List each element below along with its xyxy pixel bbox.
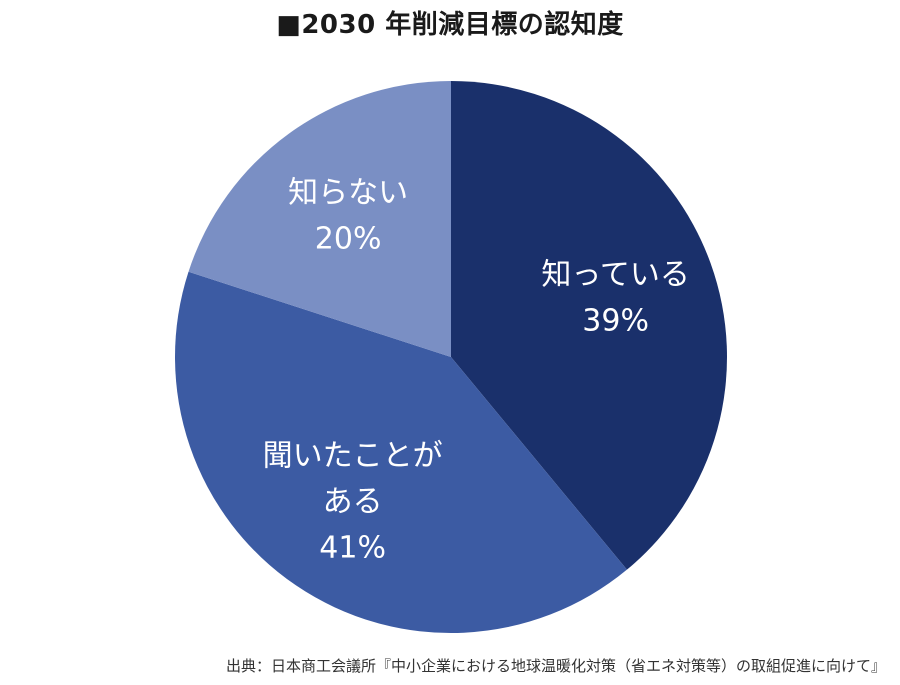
slice-percent: 20% — [315, 221, 382, 256]
pie-slice-0 — [451, 81, 727, 570]
slice-label-line: 知らない — [288, 175, 408, 210]
slice-label-line: 知っている — [541, 257, 690, 292]
pie-slice-label-0: 知っている 39% — [541, 257, 690, 338]
slice-percent: 39% — [582, 303, 649, 338]
pie-slice-2 — [188, 81, 451, 357]
pie-slice-label-2: 知らない 20% — [288, 175, 408, 256]
slice-label-line: ある — [323, 484, 383, 519]
slice-label-line: 聞いたことが — [263, 438, 443, 473]
pie-slice-label-1: 聞いたことがある 41% — [263, 438, 443, 565]
pie-slices — [175, 81, 727, 634]
pie-slice-1 — [175, 271, 627, 634]
chart-title: ■2030 年削減目標の認知度 — [276, 10, 624, 40]
slice-percent: 41% — [319, 530, 386, 565]
source-note: 出典：日本商工会議所『中小企業における地球温暖化対策（省エネ対策等）の取組促進に… — [225, 657, 886, 675]
pie-labels: 知っている 39% 聞いたことがある 41% 知らない 20% — [263, 175, 690, 565]
